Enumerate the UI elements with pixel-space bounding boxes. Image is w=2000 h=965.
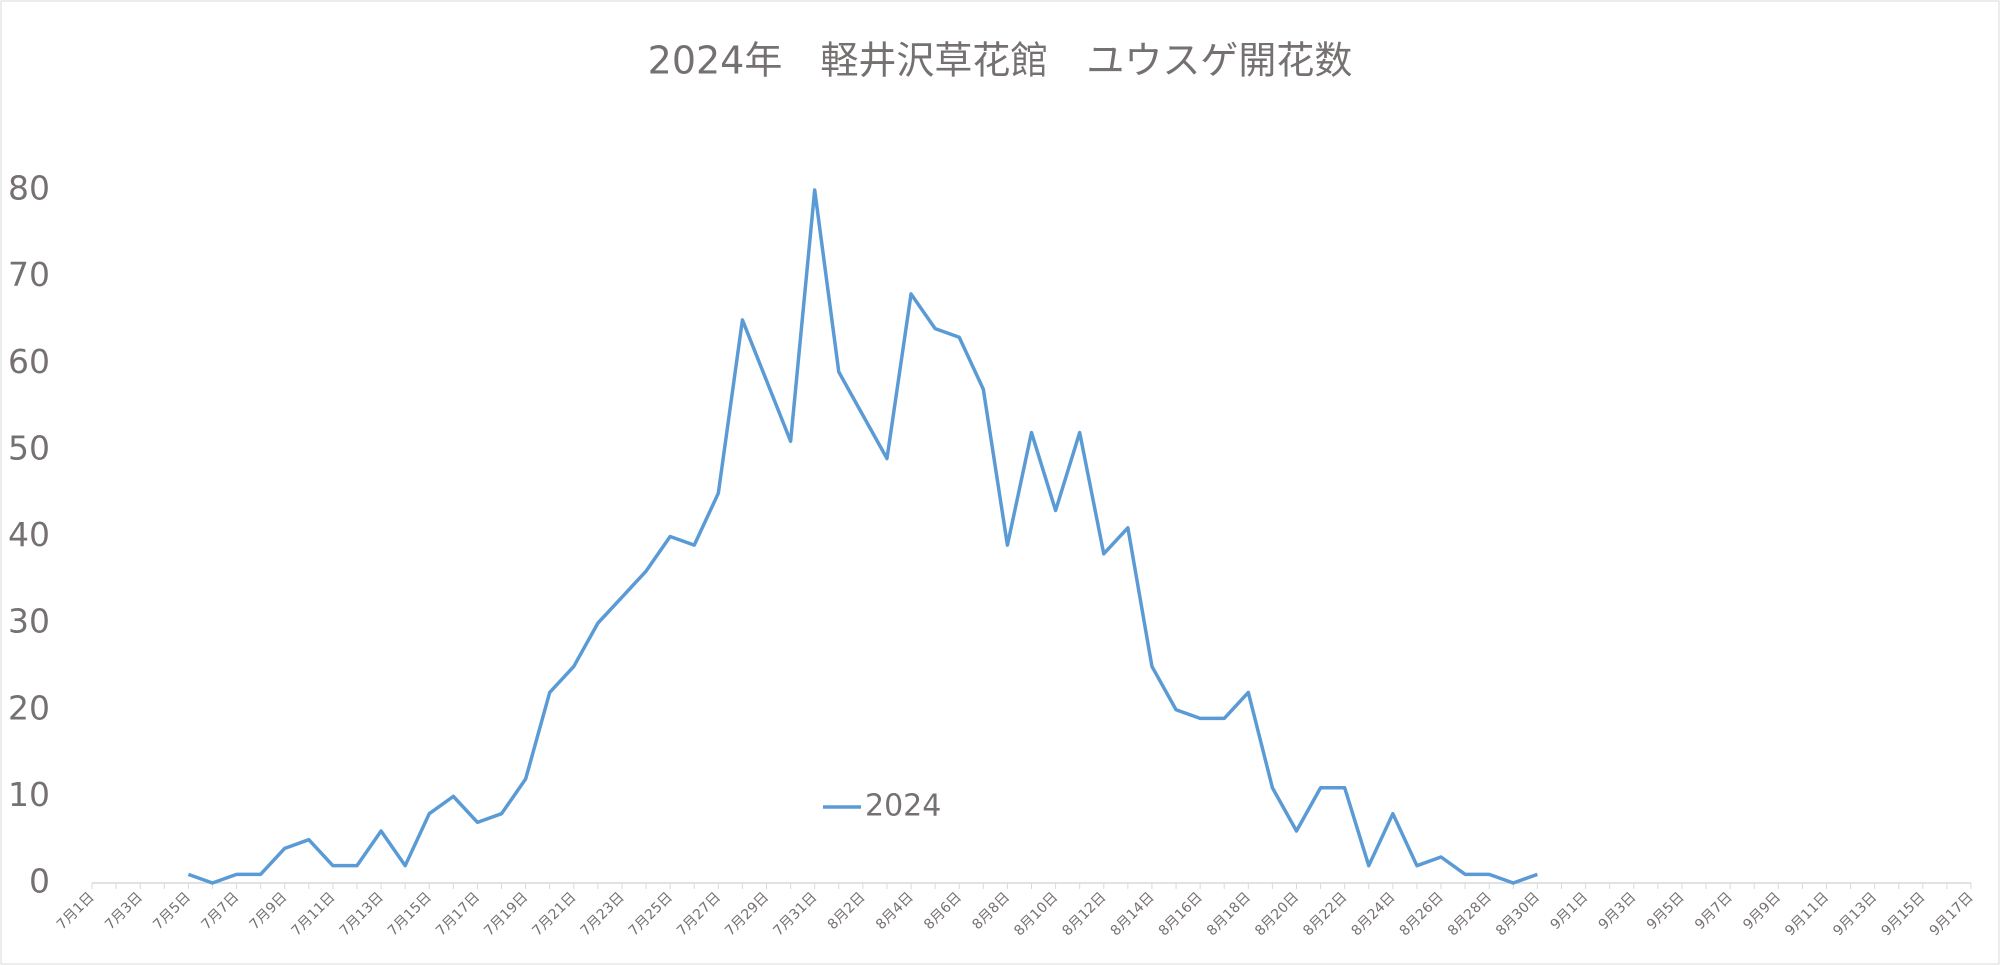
y-tick-label: 80 [8,169,50,208]
y-tick-label: 40 [8,515,50,554]
y-tick-label: 10 [8,775,50,814]
y-tick-label: 60 [8,342,50,381]
y-tick-label: 50 [8,428,50,467]
y-tick-label: 70 [8,255,50,294]
data-line [187,188,1538,885]
chart-title: 2024年 軽井沢草花館 ユウスゲ開花数 [648,39,1353,83]
y-tick-label: 0 [29,862,50,901]
legend-label: 2024 [865,789,941,824]
y-tick-label: 30 [8,602,50,641]
y-tick-label: 20 [8,688,50,727]
